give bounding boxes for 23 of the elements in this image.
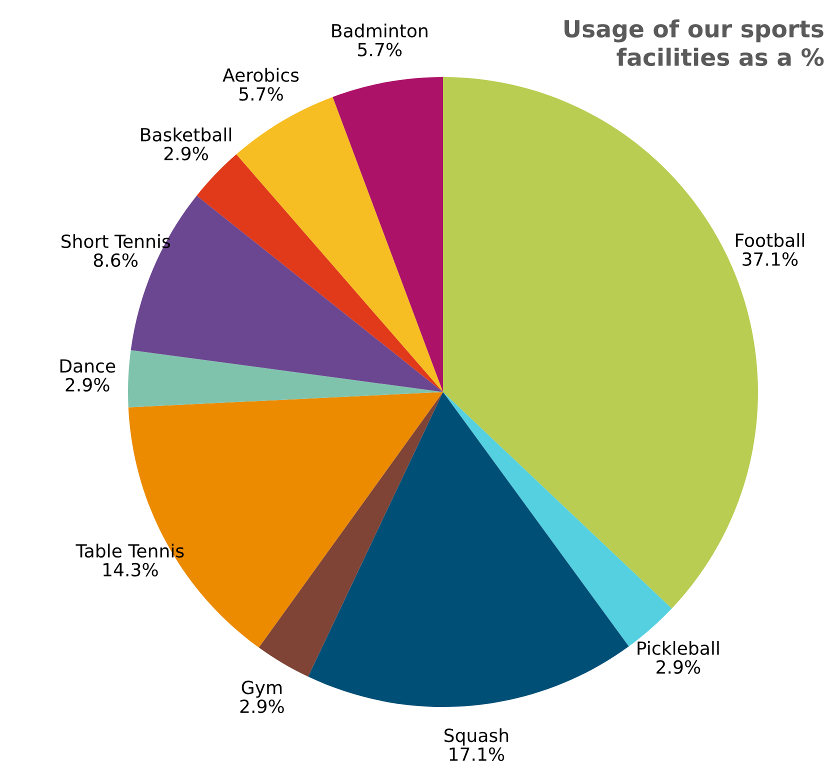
data-label: 2.9% [656,660,700,674]
slice-label: Badminton [332,24,428,38]
slice-label: Gym [242,680,282,698]
data-label: 14.3% [103,562,158,577]
data-label: 37.1% [742,252,798,266]
data-label: 2.9% [164,146,208,160]
slice-label: Aerobics [222,68,299,82]
pie-slice [128,350,443,408]
data-label: 2.9% [240,699,284,714]
data-label: 5.7% [358,42,402,56]
slice-label: Basketball [141,128,232,142]
data-label: 2.9% [66,378,110,392]
slice-label: Squash [444,728,508,746]
data-label: 17.1% [450,747,504,762]
chart-title: Usage of our sports facilities as a % [564,19,824,66]
pie-slice [308,392,629,707]
pie-slice [258,392,443,677]
data-label: 5.7% [239,87,283,101]
slice-label: Football [736,233,804,248]
slice-label: Dance [60,359,116,373]
data-label: 8.6% [94,253,138,267]
slice-label: Pickleball [638,641,719,655]
pie-slice [332,77,443,392]
